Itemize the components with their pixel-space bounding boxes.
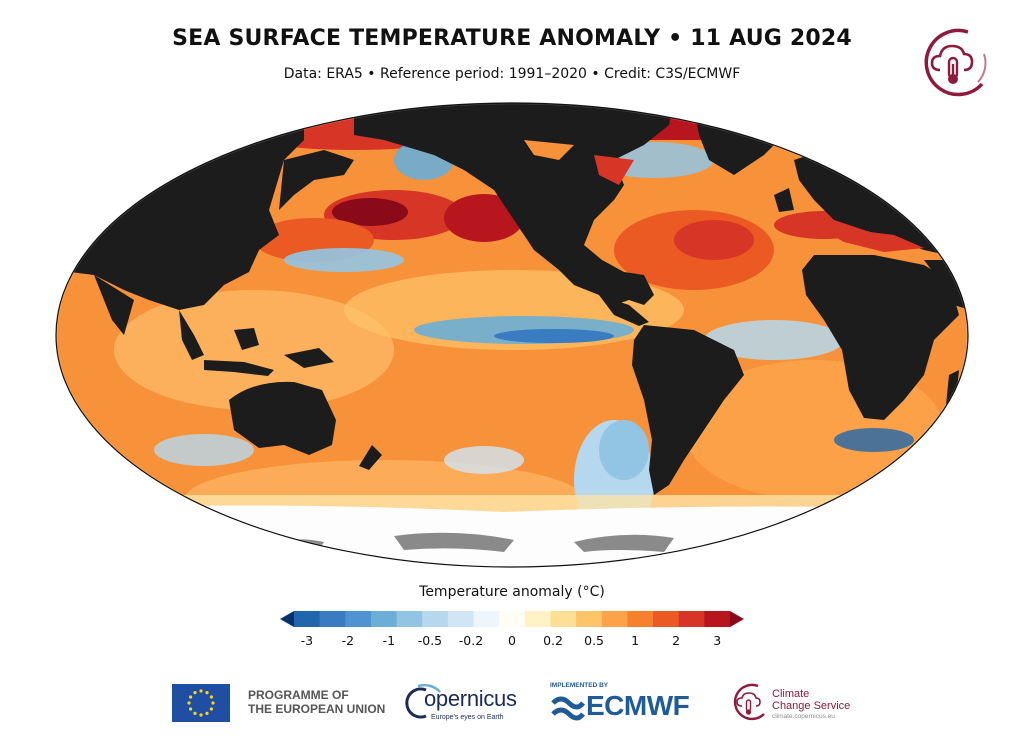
colorbar-bin bbox=[294, 611, 321, 627]
colorbar-bin bbox=[447, 611, 474, 627]
map-title: SEA SURFACE TEMPERATURE ANOMALY • 11 AUG… bbox=[172, 26, 852, 51]
c3s-name: Climate Change Service bbox=[772, 688, 850, 712]
legend-title: Temperature anomaly (°C) bbox=[419, 584, 605, 600]
colorbar-bin bbox=[576, 611, 603, 627]
eu-line-2: THE EUROPEAN UNION bbox=[248, 702, 386, 716]
colorbar-extend-low bbox=[280, 611, 294, 627]
eu-programme-text: PROGRAMME OF THE EUROPEAN UNION bbox=[248, 688, 385, 716]
colorbar-tick-label: 2 bbox=[672, 633, 681, 648]
c3s-line-1: Climate bbox=[772, 688, 810, 700]
colorbar-bin bbox=[422, 611, 449, 627]
copernicus-name: opernicus bbox=[424, 686, 517, 711]
colorbar-bin bbox=[499, 611, 526, 627]
ecmwf-name: ECMWF bbox=[586, 690, 690, 721]
copernicus-logo-icon bbox=[405, 683, 441, 719]
colorbar bbox=[280, 611, 744, 627]
colorbar-bin bbox=[627, 611, 654, 627]
colorbar-tick-label: -0.2 bbox=[458, 633, 484, 648]
colorbar-bin bbox=[370, 611, 397, 627]
colorbar-bin bbox=[678, 611, 705, 627]
colorbar-bin bbox=[319, 611, 346, 627]
colorbar-tick-label: -3 bbox=[300, 633, 314, 648]
c3s-small-logo-icon bbox=[733, 683, 765, 721]
colorbar-tick-label: 1 bbox=[631, 633, 640, 648]
map-subtitle: Data: ERA5 • Reference period: 1991–2020… bbox=[283, 66, 741, 82]
eu-flag-icon bbox=[172, 684, 230, 722]
c3s-thermometer-logo bbox=[924, 28, 987, 97]
colorbar-bin bbox=[653, 611, 680, 627]
c3s-url: climate.copernicus.eu bbox=[772, 713, 835, 720]
colorbar-ticks: -3 -2 -1 -0.5 -0.2 0 0.2 0.5 1 2 3 bbox=[280, 633, 744, 653]
c3s-line-2: Change Service bbox=[772, 700, 851, 712]
colorbar-tick-label: -2 bbox=[341, 633, 355, 648]
colorbar-tick-label: -1 bbox=[382, 633, 396, 648]
sst-anomaly-map bbox=[55, 102, 969, 568]
colorbar-tick-label: 0 bbox=[508, 633, 516, 648]
colorbar-tick-label: -0.5 bbox=[417, 633, 443, 648]
colorbar-tick-label: 3 bbox=[713, 633, 722, 648]
colorbar-tick-label: 0.5 bbox=[584, 633, 605, 648]
colorbar-bin bbox=[550, 611, 577, 627]
colorbar-bin bbox=[345, 611, 372, 627]
colorbar-bin bbox=[396, 611, 423, 627]
colorbar-bin bbox=[601, 611, 628, 627]
colorbar-bin bbox=[704, 611, 731, 627]
copernicus-tagline: Europe's eyes on Earth bbox=[431, 714, 504, 721]
colorbar-tick-label: 0.2 bbox=[543, 633, 563, 648]
colorbar-bin bbox=[473, 611, 500, 627]
partner-logos: PROGRAMME OF THE EUROPEAN UNION opernicu… bbox=[0, 676, 1024, 732]
colorbar-bin bbox=[524, 611, 551, 627]
eu-line-1: PROGRAMME OF bbox=[248, 688, 349, 702]
implemented-by-label: IMPLEMENTED BY bbox=[550, 682, 609, 689]
ecmwf-wave-icon bbox=[551, 696, 585, 721]
colorbar-extend-high bbox=[730, 611, 744, 627]
